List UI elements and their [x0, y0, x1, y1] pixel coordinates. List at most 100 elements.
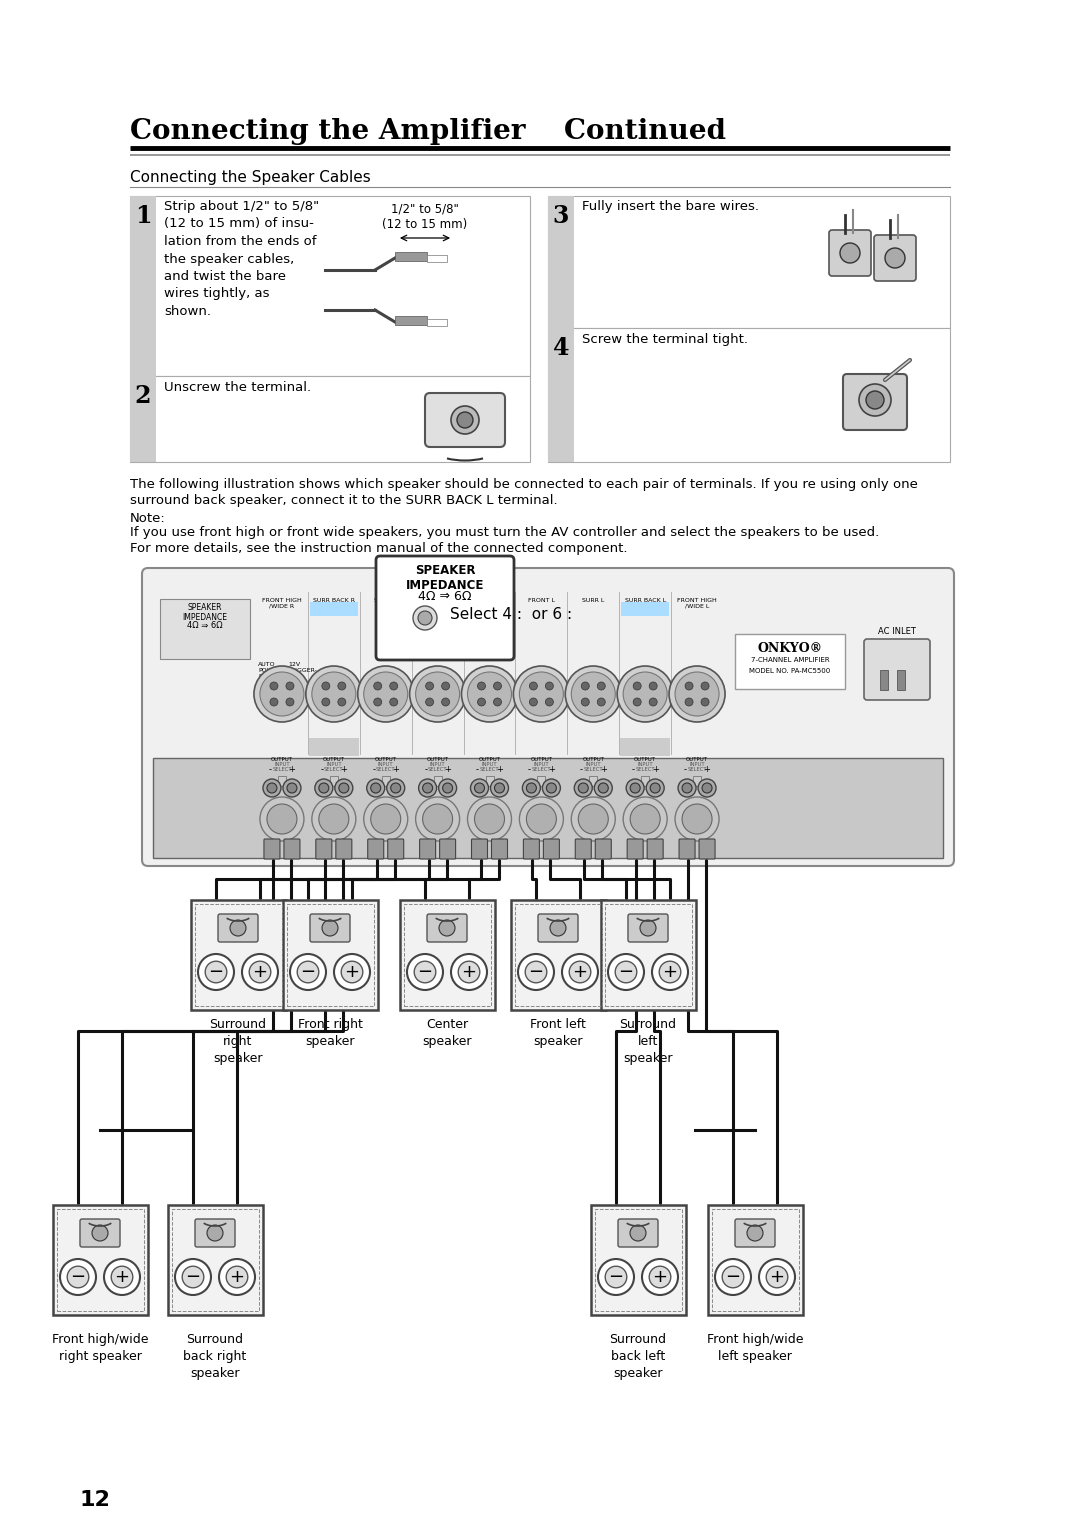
Circle shape [519, 798, 564, 840]
Circle shape [291, 953, 326, 990]
Bar [897, 669, 905, 691]
Text: 4Ω ⇒ 6Ω: 4Ω ⇒ 6Ω [187, 620, 222, 630]
Bar [395, 252, 427, 261]
Circle shape [416, 798, 460, 840]
FancyBboxPatch shape [367, 839, 383, 859]
Text: SURR R: SURR R [374, 597, 397, 604]
Circle shape [260, 672, 303, 717]
Circle shape [341, 961, 363, 983]
Text: SURR L: SURR L [582, 597, 605, 604]
Circle shape [319, 782, 328, 793]
Circle shape [104, 1259, 140, 1296]
Circle shape [426, 698, 433, 706]
Text: Connecting the Speaker Cables: Connecting the Speaker Cables [130, 170, 370, 185]
Text: MODEL NO. PA-MC5500: MODEL NO. PA-MC5500 [750, 668, 831, 674]
Circle shape [339, 782, 349, 793]
Circle shape [490, 779, 509, 798]
Circle shape [562, 953, 598, 990]
Circle shape [367, 779, 384, 798]
FancyBboxPatch shape [284, 839, 300, 859]
Bar [591, 1206, 686, 1316]
Text: OUTPUT: OUTPUT [530, 756, 552, 762]
Circle shape [391, 782, 401, 793]
FancyBboxPatch shape [491, 839, 508, 859]
Circle shape [418, 611, 432, 625]
Circle shape [701, 698, 710, 706]
FancyBboxPatch shape [618, 1219, 658, 1247]
Text: +: + [340, 766, 348, 775]
FancyBboxPatch shape [472, 839, 487, 859]
FancyBboxPatch shape [595, 839, 611, 859]
Circle shape [550, 920, 566, 937]
Text: -: - [684, 766, 687, 775]
Circle shape [422, 782, 433, 793]
Circle shape [407, 953, 443, 990]
Circle shape [419, 779, 436, 798]
Text: −: − [726, 1268, 741, 1287]
Bar [464, 738, 514, 756]
Circle shape [183, 1267, 204, 1288]
Circle shape [306, 666, 362, 723]
Circle shape [262, 779, 281, 798]
Text: SPEAKER
IMPEDANCE: SPEAKER IMPEDANCE [183, 604, 228, 622]
Circle shape [542, 779, 561, 798]
Text: 4Ω ⇒ 6Ω: 4Ω ⇒ 6Ω [418, 590, 472, 604]
Circle shape [334, 953, 370, 990]
Circle shape [565, 666, 621, 723]
Text: OUTPUT: OUTPUT [323, 756, 345, 762]
FancyBboxPatch shape [420, 839, 435, 859]
Circle shape [461, 666, 517, 723]
Circle shape [335, 779, 353, 798]
FancyBboxPatch shape [864, 639, 930, 700]
Circle shape [642, 1259, 678, 1296]
Text: +: + [229, 1268, 244, 1287]
Text: 1: 1 [135, 205, 151, 228]
Bar [600, 900, 696, 1010]
Text: 4: 4 [553, 336, 569, 361]
FancyBboxPatch shape [543, 839, 559, 859]
Circle shape [60, 1259, 96, 1296]
Bar [395, 316, 427, 325]
Text: INPUT
SELECT: INPUT SELECT [428, 762, 447, 772]
Text: +: + [651, 766, 659, 775]
Text: INPUT
SELECT: INPUT SELECT [376, 762, 395, 772]
Circle shape [678, 779, 696, 798]
FancyBboxPatch shape [195, 1219, 235, 1247]
Circle shape [364, 672, 408, 717]
Circle shape [374, 681, 381, 691]
Circle shape [413, 607, 437, 630]
Text: +: + [548, 766, 555, 775]
FancyBboxPatch shape [141, 568, 954, 866]
Text: FRONT L: FRONT L [528, 597, 555, 604]
Text: 2: 2 [135, 384, 151, 408]
Circle shape [422, 804, 453, 834]
Circle shape [605, 1267, 626, 1288]
Text: Screw the terminal tight.: Screw the terminal tight. [582, 333, 748, 345]
FancyBboxPatch shape [426, 393, 505, 448]
Bar [361, 738, 410, 756]
Text: Surround
left
speaker: Surround left speaker [620, 1018, 676, 1065]
Circle shape [571, 798, 616, 840]
Circle shape [494, 681, 501, 691]
Text: INPUT
SELECT: INPUT SELECT [635, 762, 654, 772]
Circle shape [597, 698, 605, 706]
Circle shape [370, 804, 401, 834]
Circle shape [640, 920, 656, 937]
Circle shape [630, 804, 660, 834]
Bar [413, 738, 462, 756]
Circle shape [374, 698, 381, 706]
Circle shape [442, 698, 449, 706]
Text: FRONT HIGH
/WIDE R: FRONT HIGH /WIDE R [262, 597, 301, 608]
Circle shape [683, 782, 692, 793]
Text: CENTER: CENTER [477, 597, 502, 604]
Text: OUTPUT: OUTPUT [686, 756, 708, 762]
Circle shape [474, 782, 485, 793]
Circle shape [312, 798, 355, 840]
Text: -: - [269, 766, 271, 775]
Bar [880, 669, 888, 691]
Bar [404, 905, 491, 1005]
Circle shape [495, 782, 504, 793]
Circle shape [685, 698, 693, 706]
Circle shape [283, 779, 301, 798]
Text: Strip about 1/2" to 5/8"
(12 to 15 mm) of insu-
lation from the ends of
the spea: Strip about 1/2" to 5/8" (12 to 15 mm) o… [164, 200, 319, 318]
